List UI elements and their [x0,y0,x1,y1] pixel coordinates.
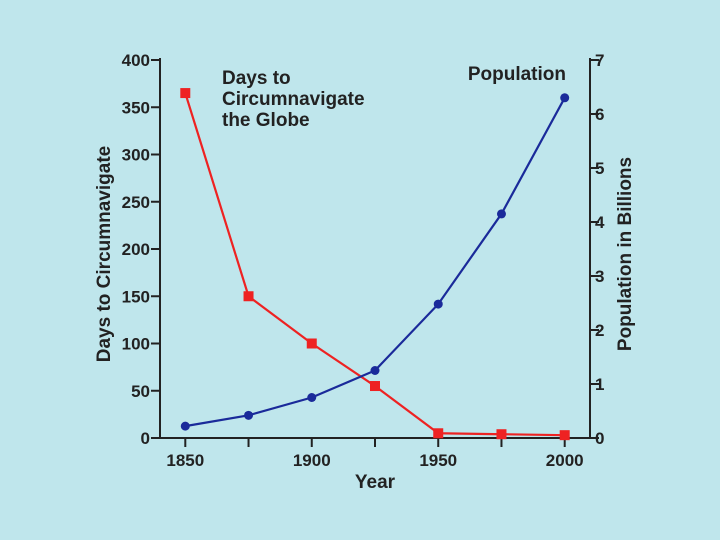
x-axis-title: Year [355,472,396,493]
y-right-tick-label: 7 [595,51,604,70]
series-point-1 [496,209,506,219]
series-point-1 [560,93,570,103]
y-left-tick-label: 200 [122,240,150,259]
y-right-tick-label: 4 [595,213,605,232]
y-right-tick-label: 1 [595,375,604,394]
series-point-1 [180,421,190,431]
y-left-tick-label: 300 [122,146,150,165]
series-point-1 [370,366,380,375]
days-annotation: Days to [222,68,291,89]
y-right-tick-label: 2 [595,321,604,340]
y-left-axis-title: Days to Circumnavigate [94,146,115,362]
axes: 0 50 100 150 200 250 300 350 400 0 1 2 3 4 5 6 7 1850 1900… [94,51,636,493]
series-point-0 [306,338,317,349]
days-annotation: Circumnavigate [222,89,365,110]
y-right-tick-label: 3 [595,267,604,286]
y-left-tick-label: 100 [122,335,150,354]
y-left-tick-label: 50 [131,382,150,401]
x-tick-label: 1950 [419,451,457,470]
population-annotation: Population [468,64,566,85]
series-point-0 [559,430,570,441]
days-annotation: the Globe [222,110,310,131]
x-tick-label: 1850 [166,451,204,470]
y-right-tick-label: 6 [595,105,604,124]
series-layer [180,88,570,441]
series-line-1 [185,97,566,428]
y-right-tick-label: 5 [595,159,604,178]
series-point-0 [243,291,254,302]
y-right-axis-title: Population in Billions [615,157,636,351]
y-left-tick-label: 150 [122,287,150,306]
x-tick-label: 2000 [546,451,584,470]
y-left-tick-label: 350 [122,98,150,117]
series-point-0 [180,88,191,99]
y-left-tick-label: 250 [122,193,150,212]
x-tick-label: 1900 [293,451,331,470]
y-left-tick-label: 0 [141,429,150,448]
series-point-1 [433,299,443,309]
series-point-0 [496,429,507,440]
series-point-0 [370,381,380,392]
series-point-1 [244,410,254,420]
y-right-tick-label: 0 [595,429,604,448]
y-left-tick-label: 400 [122,51,150,70]
series-point-1 [307,393,317,402]
series-point-0 [433,428,444,439]
